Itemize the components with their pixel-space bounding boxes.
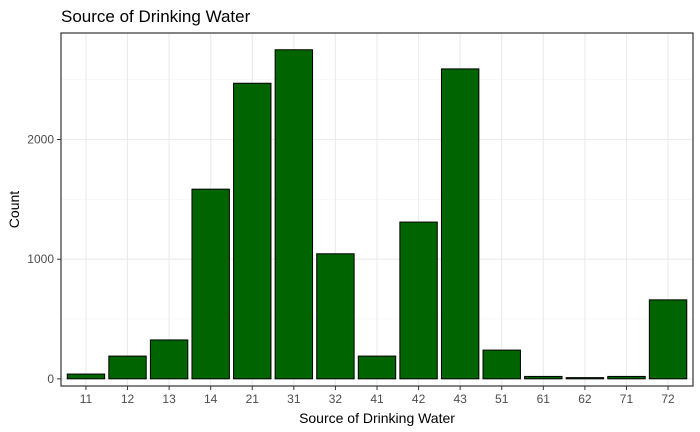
- chart-title: Source of Drinking Water: [61, 7, 251, 26]
- bars: [66, 49, 688, 380]
- x-tick-label: 41: [370, 392, 384, 406]
- bar-72: [648, 299, 688, 380]
- bar-61: [524, 375, 563, 380]
- bar-32: [316, 253, 355, 380]
- bar-31: [274, 49, 314, 380]
- x-tick-label: 11: [80, 392, 93, 406]
- bar-43: [440, 68, 480, 380]
- y-axis-title: Count: [6, 191, 22, 228]
- y-tick-label: 2000: [27, 132, 54, 146]
- x-tick-label: 12: [121, 392, 135, 406]
- x-tick-label: 14: [204, 392, 218, 406]
- x-tick-label: 72: [661, 392, 675, 406]
- bar-62: [565, 377, 605, 380]
- grid-lines: [61, 33, 693, 386]
- x-tick-label: 61: [537, 392, 551, 406]
- axes: 0 1000 2000 11 12 13 14 21 31 32 41 42 43 51 61 62 71 72: [27, 132, 675, 406]
- bar-51: [482, 349, 521, 380]
- x-tick-label: 71: [620, 392, 634, 406]
- y-tick-label: 0: [47, 372, 54, 386]
- x-tick-label: 31: [287, 392, 301, 406]
- bar-71: [607, 375, 646, 380]
- bar-13: [149, 339, 189, 380]
- bar-12: [108, 355, 147, 380]
- bar-11: [66, 373, 106, 380]
- x-tick-label: 62: [578, 392, 592, 406]
- bar-41: [357, 355, 397, 380]
- bar-42: [399, 221, 438, 380]
- x-tick-label: 42: [412, 392, 426, 406]
- x-tick-label: 51: [495, 392, 509, 406]
- x-tick-label: 43: [453, 392, 467, 406]
- x-axis-title: Source of Drinking Water: [299, 410, 455, 426]
- x-tick-label: 32: [329, 392, 343, 406]
- bar-14: [191, 188, 230, 380]
- bar-21: [233, 82, 272, 380]
- x-tick-label: 13: [162, 392, 176, 406]
- x-tick-label: 21: [246, 392, 260, 406]
- y-tick-label: 1000: [27, 252, 54, 266]
